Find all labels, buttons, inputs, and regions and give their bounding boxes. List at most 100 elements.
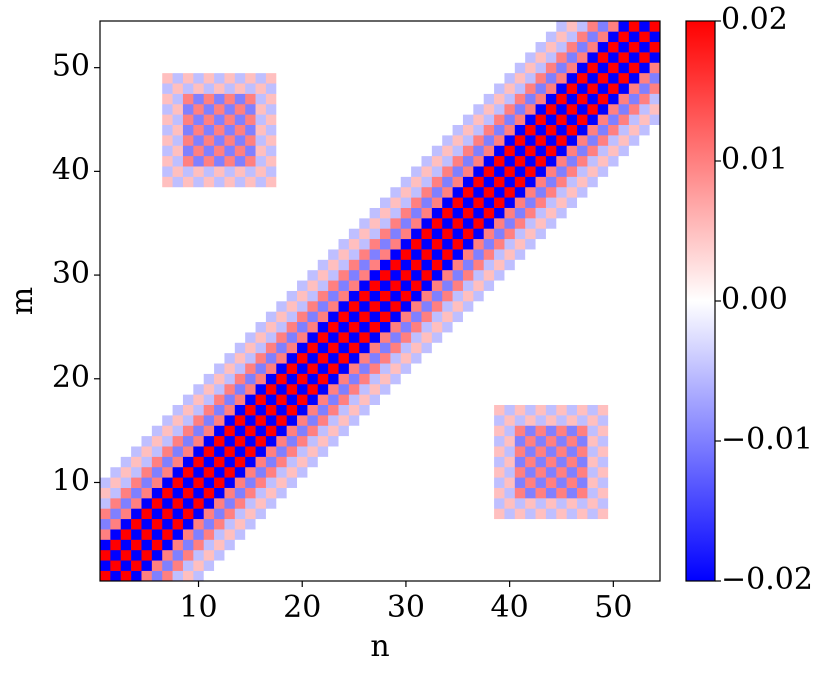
- cell: [494, 83, 505, 94]
- cell: [193, 301, 205, 312]
- cell: [348, 539, 360, 551]
- cell: [597, 155, 609, 167]
- cell: [120, 518, 132, 530]
- cell: [369, 166, 381, 177]
- cell: [535, 404, 547, 416]
- cell: [442, 498, 453, 509]
- cell: [203, 93, 215, 105]
- cell: [100, 41, 111, 53]
- cell: [286, 166, 298, 177]
- cell: [265, 269, 277, 281]
- cell: [234, 363, 246, 374]
- cell: [608, 466, 619, 478]
- cell: [151, 394, 163, 406]
- cell: [120, 186, 132, 198]
- cell: [328, 72, 339, 84]
- cell: [452, 363, 464, 374]
- cell: [525, 31, 536, 43]
- cell: [203, 446, 215, 457]
- cell: [421, 290, 433, 302]
- cell: [421, 311, 433, 323]
- cell: [224, 446, 236, 457]
- cell: [214, 228, 225, 240]
- cell: [566, 321, 578, 333]
- cell: [286, 373, 298, 385]
- cell: [193, 218, 205, 229]
- cell: [566, 332, 578, 343]
- cell: [494, 290, 505, 302]
- cell: [234, 186, 246, 198]
- cell: [597, 207, 609, 219]
- cell: [234, 176, 246, 188]
- cell: [265, 186, 277, 198]
- cell: [120, 145, 132, 157]
- cell: [328, 83, 339, 94]
- cell: [556, 238, 567, 250]
- cell: [639, 456, 650, 468]
- cell: [141, 155, 153, 167]
- cell: [639, 155, 650, 167]
- cell: [431, 363, 443, 374]
- cell: [514, 311, 526, 323]
- cell: [224, 342, 236, 354]
- cell: [587, 31, 599, 43]
- cell: [203, 207, 215, 219]
- cell: [473, 62, 485, 74]
- cell: [618, 290, 630, 302]
- cell: [639, 124, 650, 136]
- cell: [473, 560, 485, 571]
- cell: [359, 41, 370, 53]
- cell: [504, 186, 516, 198]
- cell: [286, 249, 298, 260]
- cell: [307, 342, 319, 354]
- cell: [618, 238, 630, 250]
- cell: [390, 549, 402, 561]
- cell: [224, 425, 236, 437]
- cell: [608, 508, 619, 520]
- cell: [369, 21, 381, 32]
- cell: [110, 124, 122, 136]
- cell: [100, 394, 111, 406]
- cell: [618, 135, 630, 146]
- cell: [483, 93, 495, 105]
- cell: [317, 114, 329, 126]
- cell: [141, 487, 153, 499]
- cell: [255, 570, 267, 582]
- cell: [141, 72, 153, 84]
- cell: [483, 145, 495, 157]
- cell: [328, 114, 339, 126]
- cell: [587, 560, 599, 571]
- cell: [359, 72, 370, 84]
- cell: [110, 518, 122, 530]
- cell: [338, 280, 350, 291]
- cell: [307, 415, 319, 426]
- cell: [473, 31, 485, 43]
- cell: [483, 373, 495, 385]
- cell: [162, 508, 173, 520]
- cell: [317, 259, 329, 271]
- cell: [442, 477, 453, 488]
- cell: [597, 415, 609, 426]
- cell: [411, 218, 422, 229]
- cell: [245, 560, 256, 571]
- cell: [535, 238, 547, 250]
- cell: [400, 166, 412, 177]
- cell: [494, 93, 505, 105]
- cell: [556, 332, 567, 343]
- cell: [504, 508, 516, 520]
- cell: [348, 456, 360, 468]
- cell: [265, 539, 277, 551]
- cell: [390, 21, 402, 32]
- cell: [172, 114, 184, 126]
- cell: [328, 249, 339, 260]
- cell: [172, 456, 184, 468]
- cell: [224, 259, 236, 271]
- cell: [390, 394, 402, 406]
- cell: [348, 487, 360, 499]
- cell: [328, 456, 339, 468]
- cell: [390, 186, 402, 198]
- cell: [587, 446, 599, 457]
- cell: [131, 93, 142, 105]
- cell: [421, 332, 433, 343]
- cell: [628, 280, 640, 291]
